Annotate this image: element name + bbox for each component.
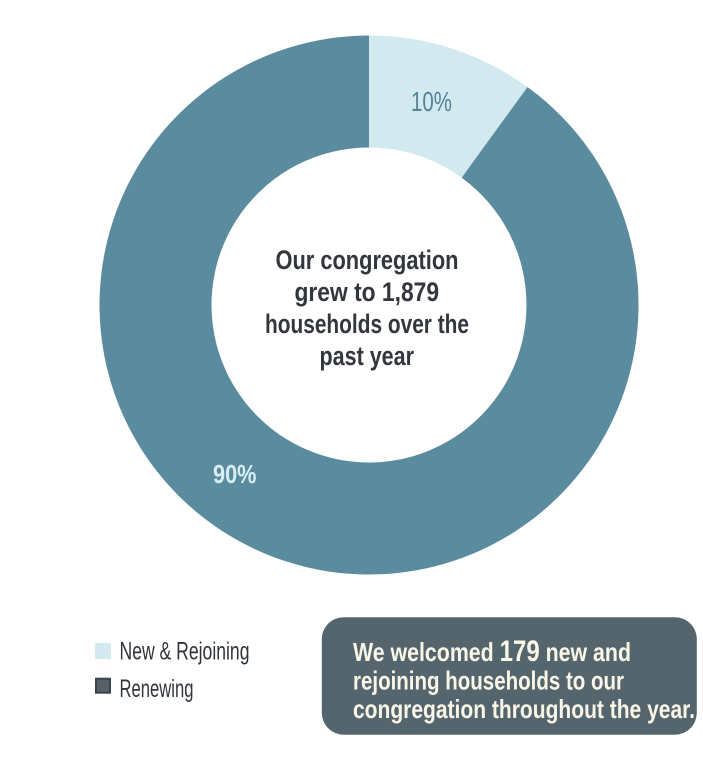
svg-text:grew to 1,879: grew to 1,879	[295, 277, 440, 307]
svg-text:Our congregation: Our congregation	[276, 245, 459, 275]
svg-text:households over the: households over the	[265, 309, 469, 339]
svg-text:New & Rejoining: New & Rejoining	[120, 638, 250, 666]
svg-text:We welcomed 179 new and: We welcomed 179 new and	[353, 635, 631, 668]
svg-text:rejoining households to our: rejoining households to our	[353, 666, 624, 696]
svg-text:past year: past year	[320, 341, 415, 371]
svg-text:Renewing: Renewing	[120, 675, 194, 703]
svg-text:congregation throughout the ye: congregation throughout the year.	[353, 694, 695, 724]
svg-text:10%: 10%	[411, 86, 452, 117]
svg-text:90%: 90%	[213, 461, 257, 489]
